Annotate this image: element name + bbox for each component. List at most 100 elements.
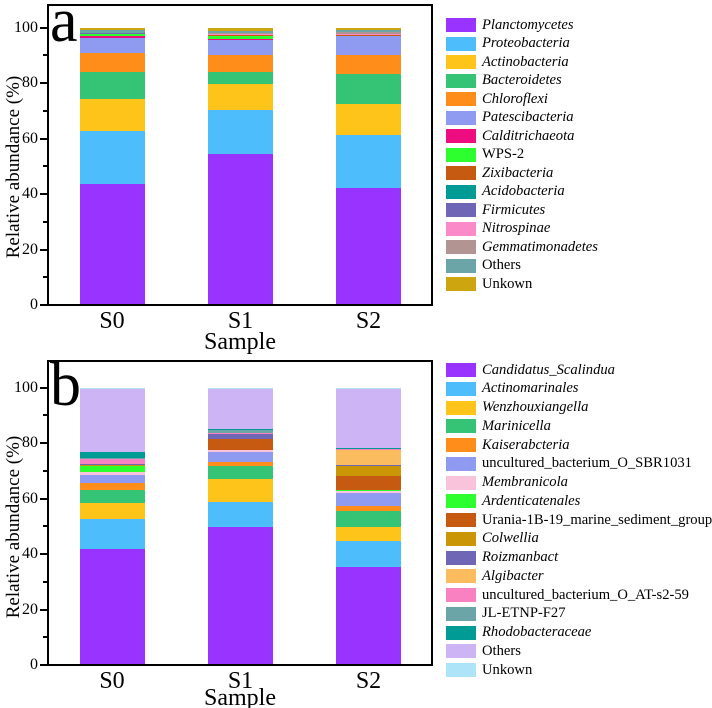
legend-a-label-Unkown: Unkown	[482, 275, 533, 292]
bar-S2-segment-Marinicella	[336, 511, 401, 527]
panel-a-y-tick-label: 60	[22, 129, 38, 147]
legend-a-label-Gemmatimonadetes: Gemmatimonadetes	[482, 238, 598, 255]
legend-b-label-Membranicola: Membranicola	[482, 474, 568, 490]
bar-S1-segment-Proteobacteria	[208, 110, 273, 154]
legend-b-swatch-Unkown	[446, 663, 476, 677]
bar-S0-segment-Rhodobacteraceae	[79, 452, 145, 459]
panel-a-y-minor-tick	[43, 220, 47, 223]
bar-S0-segment-Calditrichaeota	[79, 35, 145, 38]
panel-b-x-category-label: S2	[355, 668, 382, 694]
bar-S0-segment-Candidatus_Scalindua	[79, 549, 145, 666]
bar-S0-segment-Unkown	[79, 27, 145, 31]
bar-S0-segment-JL-ETNP-F27	[79, 457, 145, 460]
legend-b-swatch-Rhodobacteraceae	[446, 625, 476, 640]
legend-b-label-Marinicella: Marinicella	[482, 417, 551, 434]
legend-a-label-Calditrichaeota: Calditrichaeota	[482, 127, 575, 144]
bar-S2-segment-Calditrichaeota	[336, 35, 401, 37]
bar-S0-segment-Bacteroidetes	[79, 71, 145, 99]
legend-a-swatch-Unkown	[446, 277, 476, 291]
panel-a-y-major-tick	[40, 26, 47, 29]
bar-S2-segment-Patescibacteria	[336, 36, 401, 56]
bar-S0-segment-Roizmanbact	[79, 463, 145, 465]
panel-a-y-major-tick	[40, 193, 47, 196]
panel-a-y-tick-label: 0	[30, 296, 38, 313]
panel-b-x-axis-title: Sample	[204, 685, 276, 708]
bar-S1-segment-Roizmanbact	[208, 433, 273, 439]
bar-S1-segment-Planctomycetes	[208, 153, 273, 306]
legend-b-swatch-Algibacter	[446, 569, 476, 584]
bar-S1-segment-Marinicella	[208, 465, 273, 479]
panel-b-y-minor-tick	[43, 414, 47, 417]
bar-S2-segment-Roizmanbact	[336, 464, 401, 466]
panel-a-x-category-label: S0	[99, 308, 125, 334]
panel-b-y-major-tick	[40, 553, 47, 556]
legend-a-label-Planctomycetes: Planctomycetes	[482, 16, 574, 33]
bar-S2-segment-Chloroflexi	[336, 54, 401, 74]
bar-S0-segment-Actinobacteria	[79, 98, 145, 132]
bar-S0-segment-Marinicella	[79, 489, 145, 504]
bar-S1-segment-Actinobacteria	[208, 83, 273, 111]
bar-S1-segment-JL-ETNP-F27	[208, 429, 273, 434]
bar-S1-segment-Patescibacteria	[208, 39, 273, 55]
legend-b-label-Actinomarinales: Actinomarinales	[482, 380, 579, 397]
bar-S0-segment-Actinomarinales	[79, 518, 145, 550]
panel-a-x-axis-title: Sample	[204, 329, 276, 355]
bar-S1-segment-Gemmatimonadetes	[208, 32, 273, 35]
panel-a-letter: a	[50, 0, 78, 55]
panel-b-letter: b	[50, 351, 81, 419]
panel-a-y-major-tick	[40, 82, 47, 85]
legend-b-swatch-Actinomarinales	[446, 381, 476, 396]
bar-S1-segment-Chloroflexi	[208, 54, 273, 73]
legend-a-swatch-WPS-2	[446, 147, 476, 162]
panel-b-y-major-tick	[40, 442, 47, 445]
legend-b-swatch-Candidatus_Scalindua	[446, 363, 476, 377]
legend-b-swatch-Membranicola	[446, 475, 476, 490]
legend-a-label-Acidobacteria: Acidobacteria	[482, 183, 565, 199]
panel-b-y-minor-tick	[43, 636, 47, 639]
panel-a-x-category-label: S1	[227, 308, 254, 334]
bar-S1-segment-Calditrichaeota	[208, 38, 273, 40]
bar-S0-segment-Chloroflexi	[79, 52, 145, 72]
bar-S2-segment-Unkown	[336, 387, 401, 389]
bar-S2-segment-WPS-2	[336, 34, 401, 36]
bar-S0-segment-Proteobacteria	[79, 130, 145, 184]
panel-a-y-minor-tick	[43, 276, 47, 279]
legend-b-label-Unkown: Unkown	[482, 661, 533, 678]
bar-S0-segment-Planctomycetes	[79, 183, 145, 306]
bar-S0-segment-Patescibacteria	[79, 37, 145, 54]
bar-S2-segment-Kaiserabcteria	[336, 505, 401, 512]
bar-S2-segment-Algibacter	[336, 449, 401, 465]
legend-b-label-uncultured_bacterium_O_AT-s2-59: uncultured_bacterium_O_AT-s2-59	[482, 586, 689, 603]
panel-a-y-tick-label: 40	[22, 185, 38, 203]
legend-b-swatch-Ardenticatenales	[446, 494, 476, 509]
bar-S2-segment-Membranicola	[336, 490, 401, 494]
bar-S2-segment-Candidatus_Scalindua	[336, 566, 401, 666]
panel-b-y-tick-label: 0	[30, 656, 38, 673]
legend-a-swatch-Gemmatimonadetes	[446, 240, 476, 254]
bar-S0-segment-Others	[79, 29, 145, 33]
legend-b-label-Urania-1B-19_marine_sediment_group: Urania-1B-19_marine_sediment_group	[482, 511, 712, 528]
bar-S0-segment-Unkown	[79, 387, 145, 389]
bar-S2-segment-Wenzhouxiangella	[336, 526, 401, 541]
bar-S1-segment-Others	[208, 30, 273, 34]
legend-a-label-Firmicutes: Firmicutes	[482, 201, 546, 218]
bar-S1-segment-Kaiserabcteria	[208, 461, 273, 467]
bar-S0-segment-Ardenticatenales	[79, 465, 145, 473]
legend-b-label-Roizmanbact: Roizmanbact	[482, 549, 559, 565]
bar-S1-segment-Urania-1B-19_marine_sediment_group	[208, 438, 273, 450]
bar-S2-segment-Others	[336, 29, 401, 33]
bar-S1-segment-Membranicola	[208, 449, 273, 453]
bar-S0-segment-Kaiserabcteria	[79, 482, 145, 491]
panel-b-y-tick-label: 40	[22, 545, 38, 563]
bar-S2-segment-Planctomycetes	[336, 187, 401, 306]
panel-a-y-tick-label: 100	[14, 18, 38, 36]
legend-a-swatch-Zixibacteria	[446, 166, 476, 180]
panel-b-plot-frame	[47, 360, 433, 666]
legend-b-swatch-Others	[446, 644, 476, 659]
bar-S2-segment-uncultured_bacterium_O_SBR1031	[336, 493, 401, 506]
panel-b-y-major-tick	[40, 386, 47, 389]
bar-S1-segment-WPS-2	[208, 34, 273, 40]
panel-a-y-minor-tick	[43, 165, 47, 168]
bar-S1-segment-Unkown	[208, 387, 273, 389]
